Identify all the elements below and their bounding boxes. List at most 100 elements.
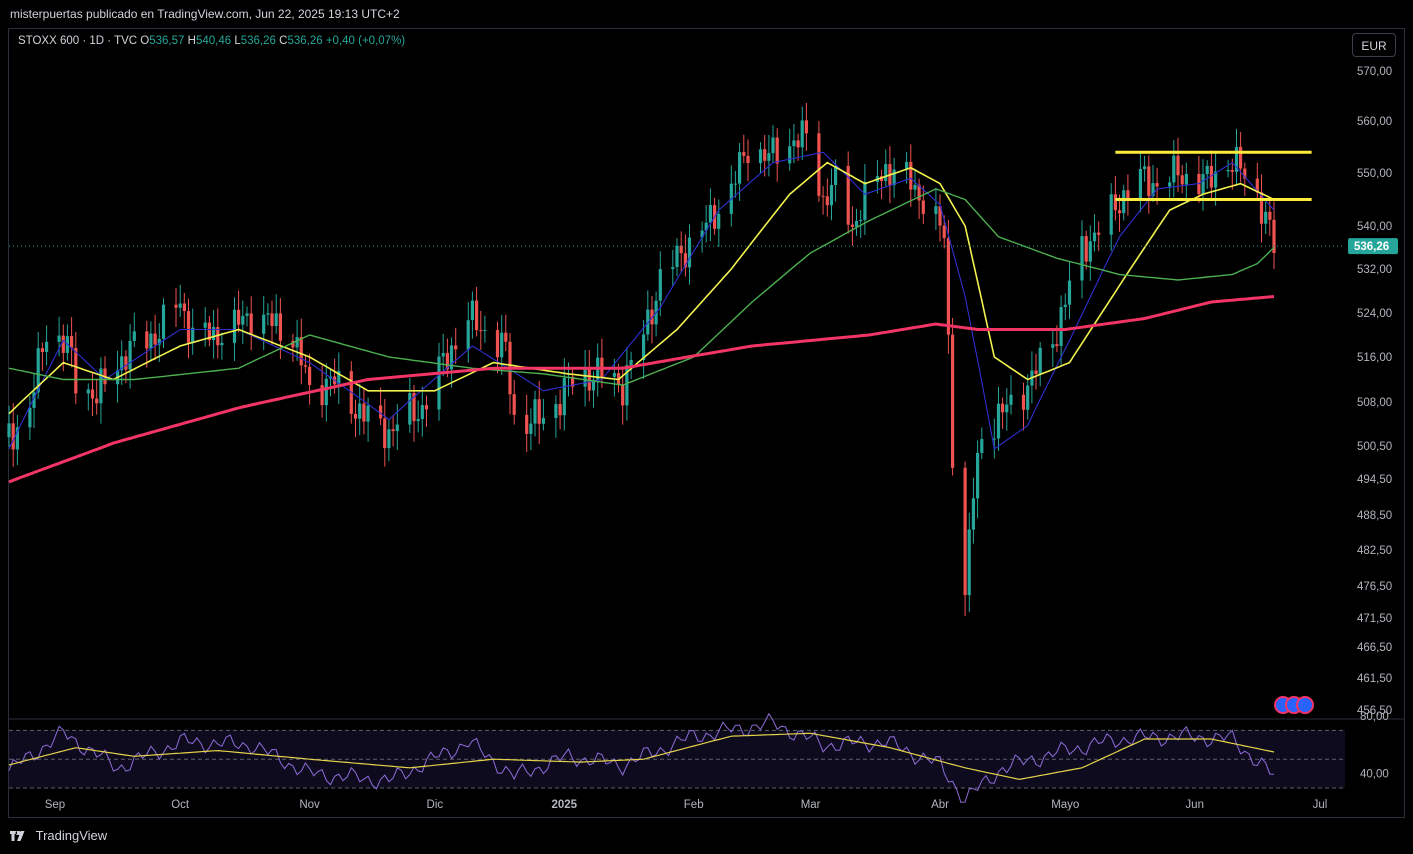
candle-body	[909, 161, 913, 190]
candle-body	[687, 237, 692, 268]
candle-body	[132, 331, 136, 341]
candle-body	[1001, 403, 1005, 413]
candle-body	[291, 340, 295, 348]
candle-body	[1259, 192, 1264, 224]
candle-body	[495, 330, 500, 358]
candle-body	[800, 120, 804, 148]
candle-body	[1234, 146, 1239, 172]
candle-body	[1155, 183, 1159, 187]
candle-body	[191, 327, 195, 343]
candle-body	[299, 337, 303, 366]
candle-body	[174, 304, 178, 308]
candle-body	[591, 379, 596, 391]
candle-body	[529, 423, 533, 434]
low-label: L	[234, 35, 241, 47]
candle-body	[266, 313, 270, 315]
publish-header: misterpuertas publicado en TradingView.c…	[0, 0, 1413, 28]
candle-body	[788, 146, 792, 164]
candle-body	[128, 340, 132, 370]
candle-body	[1109, 194, 1113, 235]
candle-body	[7, 423, 11, 438]
candle-body	[917, 184, 921, 201]
candle-body	[992, 438, 996, 440]
candle-body	[420, 405, 424, 420]
candle-body	[976, 452, 980, 499]
candle-body	[337, 371, 341, 385]
candle-body	[475, 300, 479, 331]
candle-body	[1151, 183, 1155, 196]
candle-body	[846, 165, 850, 225]
candle-body	[379, 405, 383, 419]
candle-body	[324, 378, 328, 406]
time-axis-tick: Mar	[801, 799, 821, 811]
candle-body	[32, 392, 36, 408]
candle-body	[1205, 166, 1209, 175]
candle-body	[353, 413, 358, 419]
candle-body	[708, 205, 712, 223]
candle-body	[612, 373, 616, 377]
candle-body	[249, 313, 253, 334]
price-axis-tick: 494,50	[1357, 474, 1392, 486]
price-axis-tick: 550,00	[1357, 168, 1392, 180]
candle-body	[884, 164, 888, 181]
candle-body	[391, 429, 395, 432]
candle-body	[583, 368, 587, 387]
candle-body	[829, 185, 834, 206]
candle-body	[533, 399, 537, 424]
candle-body	[1097, 232, 1101, 235]
candle-body	[278, 313, 282, 341]
close-label: C	[279, 35, 288, 47]
price-axis-tick: 560,00	[1357, 116, 1392, 128]
candle-body	[796, 140, 800, 148]
candle-body	[671, 267, 675, 270]
candle-body	[1184, 173, 1188, 185]
price-axis-tick: 532,00	[1357, 264, 1392, 276]
candle-body	[40, 348, 44, 352]
price-axis-tick: 471,50	[1357, 613, 1392, 625]
candle-body	[383, 418, 387, 449]
time-axis-tick: Oct	[171, 799, 190, 811]
candle-body	[1118, 210, 1122, 214]
candle-body	[934, 206, 938, 214]
tradingview-logo-icon	[10, 830, 25, 841]
footer-brand: TradingView	[10, 827, 107, 847]
candle-body	[1088, 241, 1092, 262]
candle-body	[1201, 174, 1205, 195]
candle-body	[1009, 394, 1013, 405]
price-axis-tick: 570,00	[1357, 66, 1392, 78]
price-axis-tick: 461,50	[1357, 673, 1392, 685]
candle-body	[45, 341, 49, 352]
symbol-label[interactable]: STOXX 600 · 1D · TVC	[18, 35, 138, 47]
candle-body	[746, 155, 750, 163]
currency-button[interactable]: EUR	[1352, 33, 1396, 57]
candle-body	[303, 365, 307, 367]
candle-body	[149, 333, 153, 349]
candle-body	[320, 385, 324, 406]
candle-body	[738, 152, 742, 184]
price-axis-tick: 466,50	[1357, 642, 1392, 654]
last-price-label: 536,26	[1354, 241, 1389, 253]
price-axis-tick: 488,50	[1357, 510, 1392, 522]
candle-body	[938, 206, 942, 226]
candle-body	[186, 311, 191, 343]
candle-body	[758, 149, 763, 164]
price-axis-tick: 524,00	[1357, 308, 1392, 320]
candle-body	[558, 404, 562, 416]
candle-body	[1239, 146, 1243, 169]
candle-body	[767, 153, 771, 161]
time-axis-tick: Dic	[427, 799, 444, 811]
event-marker-icon[interactable]	[1296, 696, 1314, 714]
candle-body	[675, 245, 679, 267]
publish-line: misterpuertas publicado en TradingView.c…	[10, 7, 400, 21]
candle-body	[571, 376, 575, 387]
candle-body	[1092, 232, 1097, 242]
candle-body	[203, 322, 207, 328]
ohlc-legend: STOXX 600 · 1D · TVC O536,57 H540,46 L53…	[18, 35, 405, 47]
candle-body	[441, 353, 445, 357]
candle-body	[1038, 347, 1042, 375]
candle-body	[1059, 307, 1063, 346]
candle-body	[274, 313, 278, 326]
candle-body	[942, 225, 946, 239]
candle-body	[951, 334, 955, 468]
